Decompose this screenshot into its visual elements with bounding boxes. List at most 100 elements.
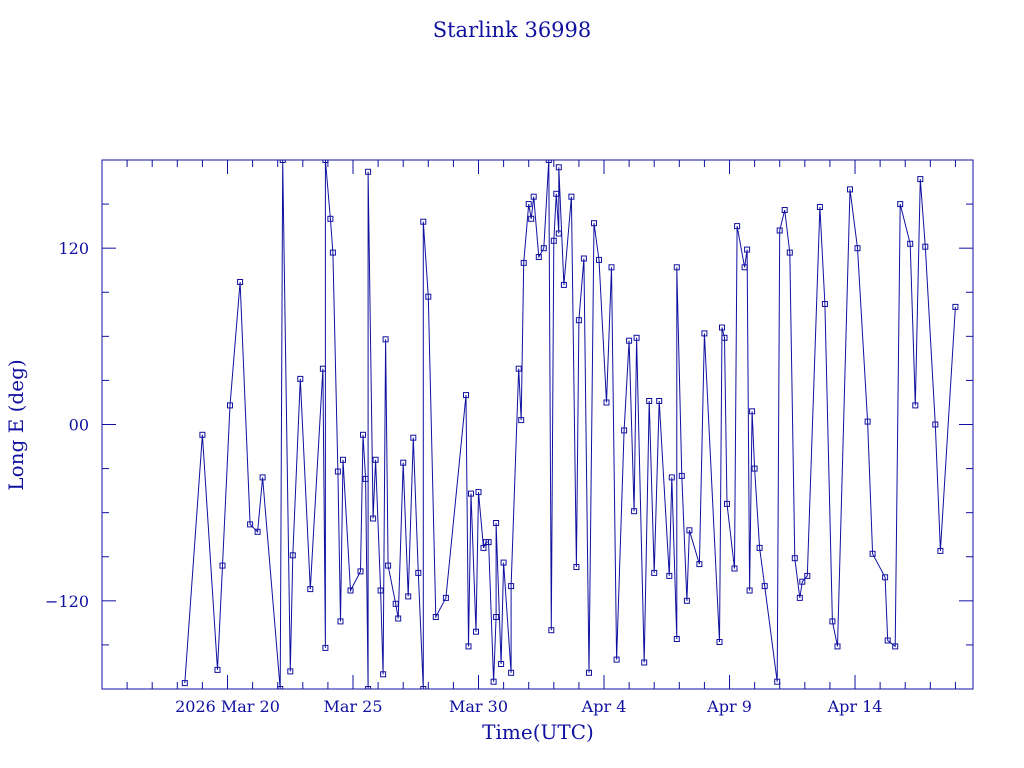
data-point [362, 475, 369, 482]
x-tick-label: Mar 25 [324, 697, 383, 716]
data-point [917, 176, 924, 183]
x-tick-label: 2026 Mar 20 [175, 697, 280, 716]
data-point [329, 249, 336, 256]
data-point [641, 659, 648, 666]
data-point [372, 456, 379, 463]
data-point [254, 528, 261, 535]
data-point [490, 678, 497, 685]
data-point [603, 399, 610, 406]
data-point [666, 572, 673, 579]
data-point [869, 550, 876, 557]
data-point [776, 227, 783, 234]
data-point [575, 317, 582, 324]
data-point [465, 643, 472, 650]
data-point [646, 398, 653, 404]
data-point [912, 402, 919, 409]
data-point [360, 431, 366, 438]
axis-ticks [101, 160, 973, 689]
data-point [237, 279, 244, 285]
data-point [405, 593, 412, 600]
data-point [380, 671, 387, 678]
data-point [480, 544, 487, 551]
data-point [247, 521, 254, 528]
data-point [781, 207, 788, 213]
data-point [864, 418, 871, 425]
data-point [287, 668, 294, 675]
data-point [432, 614, 439, 620]
data-point [673, 636, 680, 642]
data-point [442, 594, 449, 601]
x-tick-labels: 2026 Mar 20 Mar 25 Mar 30 Apr 4 Apr 9 Apr 14 [175, 697, 882, 716]
data-point [761, 583, 768, 590]
data-point [322, 160, 329, 163]
data-point [734, 223, 741, 230]
data-point [498, 661, 505, 667]
y-tick-label: −120 [45, 592, 89, 611]
data-point [425, 293, 432, 300]
data-point [493, 520, 500, 526]
data-point [528, 215, 535, 222]
data-point [540, 245, 547, 252]
data-point [907, 240, 914, 247]
data-point [608, 264, 615, 271]
data-point [651, 569, 658, 576]
data-point [621, 427, 628, 434]
data-point [724, 500, 730, 507]
data-point [586, 669, 592, 676]
data-point [829, 618, 836, 625]
data-point [277, 686, 284, 689]
data-point [493, 614, 500, 620]
data-point [626, 337, 633, 344]
data-point [385, 562, 392, 569]
data-point [340, 456, 346, 463]
data-point [508, 583, 515, 590]
data-point [701, 330, 708, 337]
data-point [568, 193, 575, 200]
data-point [786, 249, 793, 256]
data-point [485, 539, 492, 546]
data-point [535, 254, 542, 260]
data-point [756, 544, 763, 551]
y-tick-labels: 120 00 −120 [45, 239, 89, 611]
data-point [289, 552, 296, 559]
data-point [834, 643, 841, 650]
data-point [613, 656, 620, 663]
data-point [799, 578, 806, 585]
data-point [420, 218, 427, 225]
data-point [591, 220, 597, 227]
data-point [382, 336, 389, 343]
data-point [545, 160, 552, 163]
data-point [897, 201, 904, 208]
data-point [347, 587, 354, 594]
data-point [530, 193, 537, 200]
data-point [337, 618, 344, 625]
data-point [377, 587, 384, 594]
data-point [884, 637, 891, 644]
data-point [227, 402, 233, 409]
data-point [520, 259, 527, 266]
data-point [525, 201, 532, 208]
data-point [596, 256, 602, 263]
data-point [821, 301, 828, 307]
data-point [181, 680, 188, 687]
data-point [673, 264, 680, 271]
data-point [774, 678, 781, 685]
data-point [668, 474, 675, 481]
data-point [334, 468, 341, 475]
data-point [696, 561, 703, 568]
data-point [327, 215, 334, 222]
data-point [297, 375, 304, 382]
data-point [553, 190, 560, 197]
data-point [365, 686, 372, 689]
data-point [214, 666, 221, 673]
data-point [475, 489, 482, 496]
data-point [463, 392, 469, 399]
data-point [744, 246, 751, 253]
data-point [365, 168, 372, 175]
chart-title: Starlink 36998 [433, 18, 592, 42]
data-point [922, 243, 929, 250]
data-point [751, 465, 758, 472]
y-tick-label: 00 [69, 416, 89, 435]
data-point [555, 230, 562, 237]
